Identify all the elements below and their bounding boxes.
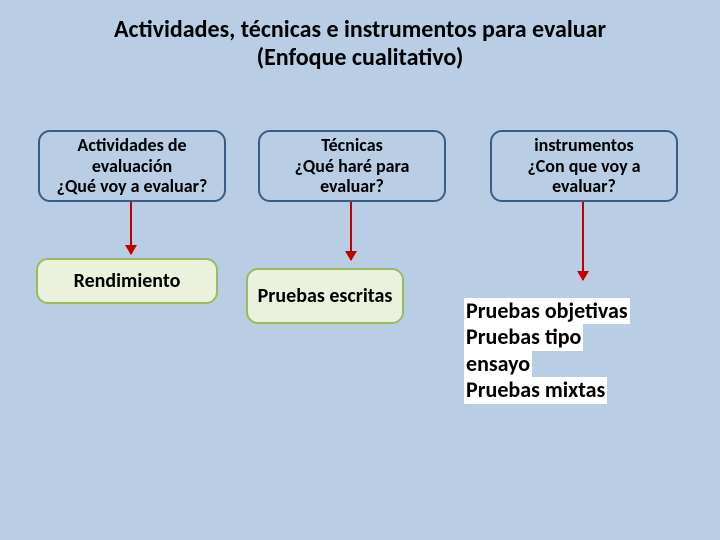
instrument-list: Pruebas objetivas Pruebas tipo ensayo Pr… <box>464 298 630 404</box>
header-box-actividades: Actividades de evaluación ¿Qué voy a eva… <box>38 130 226 202</box>
result-box-pruebas-escritas: Pruebas escritas <box>246 268 404 324</box>
header-box-subtitle: ¿Con que voy a evaluar? <box>498 156 670 197</box>
title-line1: Actividades, técnicas e instrumentos par… <box>0 16 720 44</box>
header-box-title: Actividades de evaluación <box>46 135 218 176</box>
arrow-down-icon <box>350 202 352 260</box>
header-box-subtitle: ¿Qué haré para evaluar? <box>266 156 438 197</box>
result-box-text: Pruebas escritas <box>258 285 393 308</box>
header-box-title: Técnicas <box>321 135 383 156</box>
list-item: Pruebas objetivas <box>464 298 630 324</box>
list-item: Pruebas tipo <box>464 324 583 350</box>
result-box-text: Rendimiento <box>74 270 181 293</box>
arrow-down-icon <box>582 202 584 280</box>
header-box-subtitle: ¿Qué voy a evaluar? <box>57 176 208 197</box>
header-box-title: instrumentos <box>534 135 633 156</box>
list-item: Pruebas mixtas <box>464 377 607 403</box>
list-item: ensayo <box>464 351 532 377</box>
header-box-tecnicas: Técnicas ¿Qué haré para evaluar? <box>258 130 446 202</box>
result-box-rendimiento: Rendimiento <box>36 258 218 304</box>
arrow-down-icon <box>130 202 132 254</box>
title-line2: (Enfoque cualitativo) <box>0 44 720 72</box>
slide-title: Actividades, técnicas e instrumentos par… <box>0 16 720 71</box>
header-box-instrumentos: instrumentos ¿Con que voy a evaluar? <box>490 130 678 202</box>
